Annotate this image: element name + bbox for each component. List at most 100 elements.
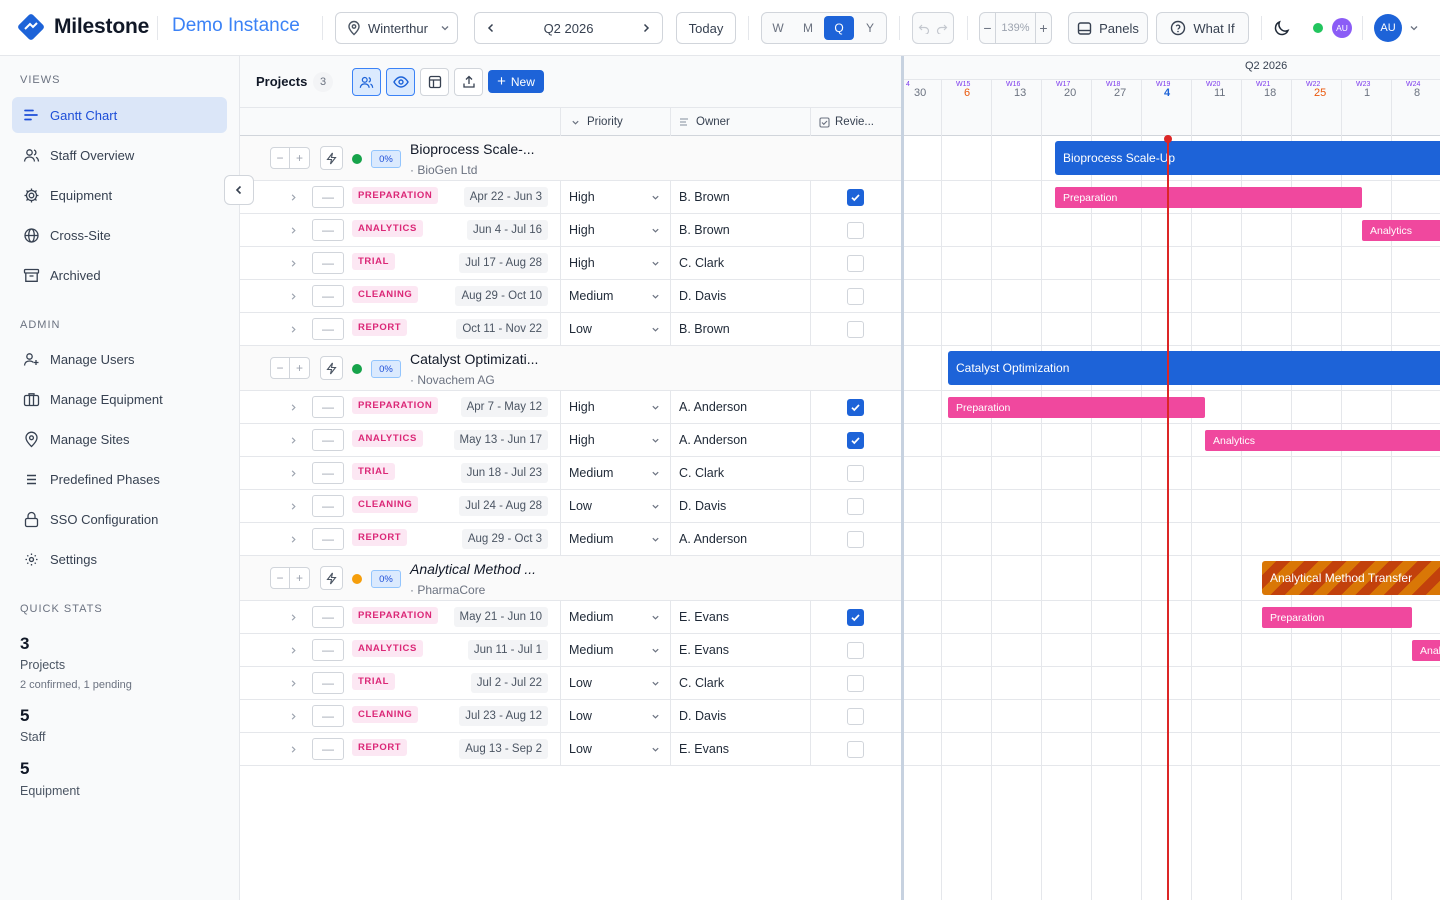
expand-phase-button[interactable] xyxy=(289,226,298,235)
owner-cell[interactable]: B. Brown xyxy=(670,181,810,213)
dark-mode-toggle[interactable] xyxy=(1272,18,1292,38)
collapse-project-button[interactable]: − xyxy=(270,567,290,589)
phase-bar[interactable]: Analytics xyxy=(1205,430,1440,451)
phase-row[interactable]: — CLEANING Jul 23 - Aug 12 Low D. Davis xyxy=(240,700,901,733)
nav-equipment[interactable]: Equipment xyxy=(12,177,227,213)
priority-select[interactable]: Medium xyxy=(560,457,670,489)
review-checkbox[interactable] xyxy=(847,255,864,272)
project-bar[interactable]: Catalyst Optimization xyxy=(948,351,1440,385)
phase-date-range[interactable]: Aug 29 - Oct 10 xyxy=(455,286,548,306)
phase-date-range[interactable]: May 21 - Jun 10 xyxy=(453,607,548,627)
priority-column-header[interactable]: Priority xyxy=(560,108,670,136)
priority-select[interactable]: Medium xyxy=(560,523,670,555)
auto-schedule-button[interactable] xyxy=(320,566,343,590)
priority-select[interactable]: Low xyxy=(560,490,670,522)
project-bar[interactable]: Analytical Method Transfer xyxy=(1262,561,1440,595)
expand-phase-button[interactable] xyxy=(289,403,298,412)
phase-date-range[interactable]: Jun 18 - Jul 23 xyxy=(460,463,548,483)
owner-cell[interactable]: B. Brown xyxy=(670,313,810,345)
phase-handle-button[interactable]: — xyxy=(312,219,344,241)
owner-cell[interactable]: D. Davis xyxy=(670,490,810,522)
project-row[interactable]: − + 0% Bioprocess Scale-... · BioGen Ltd xyxy=(240,136,901,181)
phase-bar[interactable]: Anal xyxy=(1412,640,1440,661)
nav-sso-configuration[interactable]: SSO Configuration xyxy=(12,501,227,537)
phase-handle-button[interactable]: — xyxy=(312,738,344,760)
priority-select[interactable]: Low xyxy=(560,313,670,345)
phase-date-range[interactable]: Apr 7 - May 12 xyxy=(460,397,548,417)
phase-date-range[interactable]: Aug 13 - Sep 2 xyxy=(459,739,548,759)
phase-handle-button[interactable]: — xyxy=(312,252,344,274)
priority-select[interactable]: High xyxy=(560,424,670,456)
priority-select[interactable]: High xyxy=(560,214,670,246)
expand-phase-button[interactable] xyxy=(289,646,298,655)
phase-handle-button[interactable]: — xyxy=(312,705,344,727)
owner-cell[interactable]: E. Evans xyxy=(670,733,810,765)
nav-manage-equipment[interactable]: Manage Equipment xyxy=(12,381,227,417)
phase-date-range[interactable]: Jun 4 - Jul 16 xyxy=(466,220,548,240)
review-checkbox[interactable] xyxy=(847,321,864,338)
phase-row[interactable]: — CLEANING Jul 24 - Aug 28 Low D. Davis xyxy=(240,490,901,523)
group-by-staff-button[interactable] xyxy=(352,68,381,96)
undo-button[interactable] xyxy=(918,22,930,34)
nav-predefined-phases[interactable]: Predefined Phases xyxy=(12,461,227,497)
expand-phase-button[interactable] xyxy=(289,325,298,334)
phase-row[interactable]: — TRIAL Jul 17 - Aug 28 High C. Clark xyxy=(240,247,901,280)
project-name[interactable]: Analytical Method ... xyxy=(410,561,537,577)
phase-bar[interactable]: Preparation xyxy=(1055,187,1362,208)
owner-cell[interactable]: C. Clark xyxy=(670,247,810,279)
phase-row[interactable]: — ANALYTICS Jun 4 - Jul 16 High B. Brown xyxy=(240,214,901,247)
mode-week-button[interactable]: W xyxy=(772,21,784,35)
site-selector[interactable]: Winterthur xyxy=(335,12,458,44)
redo-button[interactable] xyxy=(936,22,948,34)
review-checkbox[interactable] xyxy=(847,465,864,482)
priority-select[interactable]: Low xyxy=(560,667,670,699)
expand-phase-button[interactable] xyxy=(289,535,298,544)
phase-date-range[interactable]: May 13 - Jun 17 xyxy=(453,430,548,450)
owner-cell[interactable]: D. Davis xyxy=(670,700,810,732)
zoom-out-button[interactable]: − xyxy=(980,13,996,43)
review-checkbox[interactable] xyxy=(847,222,864,239)
phase-handle-button[interactable]: — xyxy=(312,606,344,628)
mode-quarter-button[interactable]: Q xyxy=(824,16,854,40)
phase-row[interactable]: — REPORT Aug 13 - Sep 2 Low E. Evans xyxy=(240,733,901,766)
project-name[interactable]: Bioprocess Scale-... xyxy=(410,141,535,157)
phase-date-range[interactable]: Apr 22 - Jun 3 xyxy=(463,187,548,207)
phase-row[interactable]: — TRIAL Jul 2 - Jul 22 Low C. Clark xyxy=(240,667,901,700)
user-menu-button[interactable] xyxy=(1409,23,1419,33)
phase-date-range[interactable]: Jul 24 - Aug 28 xyxy=(459,496,548,516)
review-checkbox[interactable] xyxy=(847,498,864,515)
phase-handle-button[interactable]: — xyxy=(312,672,344,694)
phase-row[interactable]: — REPORT Oct 11 - Nov 22 Low B. Brown xyxy=(240,313,901,346)
nav-staff-overview[interactable]: Staff Overview xyxy=(12,137,227,173)
expand-phase-button[interactable] xyxy=(289,469,298,478)
phase-handle-button[interactable]: — xyxy=(312,462,344,484)
nav-manage-users[interactable]: Manage Users xyxy=(12,341,227,377)
phase-bar[interactable]: Preparation xyxy=(948,397,1205,418)
today-button[interactable]: Today xyxy=(676,12,736,44)
nav-manage-sites[interactable]: Manage Sites xyxy=(12,421,227,457)
priority-select[interactable]: High xyxy=(560,391,670,423)
collapse-project-button[interactable]: − xyxy=(270,357,290,379)
owner-cell[interactable]: E. Evans xyxy=(670,601,810,633)
expand-phase-button[interactable] xyxy=(289,613,298,622)
phase-handle-button[interactable]: — xyxy=(312,429,344,451)
mode-month-button[interactable]: M xyxy=(803,21,813,35)
project-name[interactable]: Catalyst Optimizati... xyxy=(410,351,539,367)
priority-select[interactable]: High xyxy=(560,181,670,213)
review-checkbox[interactable] xyxy=(847,399,864,416)
expand-phase-button[interactable] xyxy=(289,679,298,688)
priority-select[interactable]: Medium xyxy=(560,601,670,633)
review-checkbox[interactable] xyxy=(847,642,864,659)
mode-year-button[interactable]: Y xyxy=(865,21,874,35)
next-period-button[interactable] xyxy=(640,22,652,34)
export-button[interactable] xyxy=(454,68,483,96)
phase-row[interactable]: — ANALYTICS Jun 11 - Jul 1 Medium E. Eva… xyxy=(240,634,901,667)
owner-cell[interactable]: E. Evans xyxy=(670,634,810,666)
auto-schedule-button[interactable] xyxy=(320,356,343,380)
nav-gantt-chart[interactable]: Gantt Chart xyxy=(12,97,227,133)
phase-handle-button[interactable]: — xyxy=(312,639,344,661)
phase-date-range[interactable]: Jun 11 - Jul 1 xyxy=(467,640,548,660)
auto-schedule-button[interactable] xyxy=(320,146,343,170)
nav-cross-site[interactable]: Cross-Site xyxy=(12,217,227,253)
owner-cell[interactable]: C. Clark xyxy=(670,667,810,699)
